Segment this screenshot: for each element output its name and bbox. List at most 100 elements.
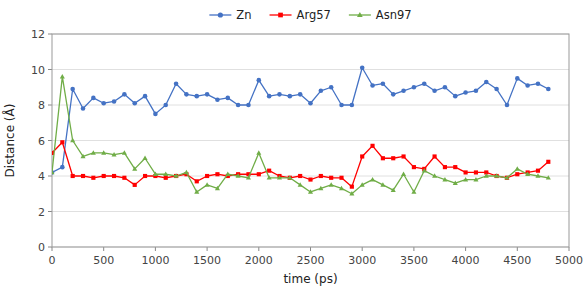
point: [257, 78, 262, 83]
point: [164, 176, 168, 180]
series: [52, 74, 551, 196]
point: [112, 152, 117, 156]
point: [308, 177, 312, 181]
point: [525, 83, 530, 88]
series-line: [52, 77, 548, 194]
y-tick-label: 12: [31, 28, 45, 41]
x-tick-label: 3000: [348, 254, 376, 267]
x-tick: [517, 247, 518, 251]
point: [60, 165, 65, 170]
point: [504, 175, 509, 179]
x-tick-label: 0: [49, 254, 56, 267]
y-tick: [48, 34, 52, 35]
point: [339, 186, 344, 190]
point: [60, 140, 64, 144]
point: [536, 169, 540, 173]
point: [453, 165, 457, 169]
x-tick: [310, 247, 311, 251]
point: [319, 174, 323, 178]
point: [453, 180, 458, 184]
point: [132, 101, 137, 106]
point: [535, 173, 540, 177]
point: [370, 144, 374, 148]
point: [298, 174, 302, 178]
y-tick-label: 8: [38, 99, 45, 112]
point: [153, 112, 158, 117]
y-tick: [48, 105, 52, 106]
point: [339, 176, 343, 180]
point: [267, 94, 272, 99]
point: [163, 172, 168, 176]
point: [464, 170, 468, 174]
point: [546, 160, 550, 164]
point: [473, 177, 478, 181]
point: [70, 87, 75, 92]
point: [474, 170, 478, 174]
legend-marker: [218, 12, 223, 17]
point: [360, 65, 365, 70]
point: [474, 89, 479, 94]
point: [412, 165, 416, 169]
x-tick-label: 5000: [555, 254, 583, 267]
point: [287, 175, 292, 179]
x-tick-label: 2000: [245, 254, 273, 267]
x-tick-label: 4500: [503, 254, 531, 267]
point: [525, 172, 530, 176]
point: [463, 90, 468, 95]
point: [174, 81, 179, 86]
point: [350, 103, 355, 108]
y-axis-label: Distance (Å): [2, 104, 17, 178]
point: [132, 166, 137, 170]
point: [288, 94, 293, 99]
x-tick: [155, 247, 156, 251]
point: [70, 138, 75, 142]
x-tick: [207, 247, 208, 251]
point: [391, 156, 395, 160]
y-tick-label: 0: [38, 241, 45, 254]
point: [339, 103, 344, 108]
point: [81, 174, 85, 178]
point: [194, 189, 199, 193]
point: [52, 170, 55, 174]
point: [60, 74, 65, 78]
point: [71, 174, 75, 178]
point: [122, 176, 126, 180]
point: [546, 175, 551, 179]
point: [277, 175, 282, 179]
series: [52, 65, 551, 174]
point: [102, 174, 106, 178]
y-grid-line: [52, 140, 569, 141]
x-tick-label: 500: [93, 254, 114, 267]
y-tick: [48, 140, 52, 141]
y-tick: [48, 69, 52, 70]
point: [143, 156, 148, 160]
point: [52, 170, 54, 175]
point: [422, 81, 427, 86]
point: [174, 173, 179, 177]
point: [91, 150, 96, 154]
point: [81, 106, 86, 111]
point: [205, 182, 210, 186]
point: [112, 99, 117, 104]
point: [174, 174, 178, 178]
x-tick: [569, 247, 570, 251]
point: [246, 103, 251, 108]
legend: ZnArg57Asn97: [209, 8, 411, 22]
point: [298, 92, 303, 97]
x-tick-label: 3500: [400, 254, 428, 267]
legend-label: Asn97: [376, 8, 412, 22]
point: [133, 183, 137, 187]
legend-marker: [357, 12, 363, 17]
point: [391, 188, 396, 192]
point: [495, 174, 499, 178]
x-tick: [52, 247, 53, 251]
series: [52, 140, 550, 189]
x-tick: [362, 247, 363, 251]
point: [267, 169, 271, 173]
x-axis-label: time (ps): [283, 272, 337, 286]
point: [401, 172, 406, 176]
point: [195, 179, 199, 183]
point: [236, 173, 241, 177]
point: [112, 174, 116, 178]
point: [360, 154, 364, 158]
